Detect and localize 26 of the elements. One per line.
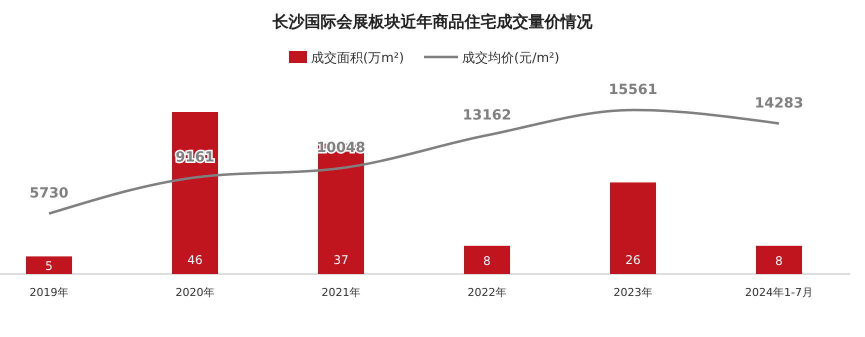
data-label: 14283 [754,95,804,112]
data-label: 15561 [608,82,658,98]
chart-title: 长沙国际会展板块近年商品住宅成交量价情况 [272,12,594,31]
data-label: 8 [775,254,783,268]
data-label: 26 [625,253,641,267]
data-label: 37 [333,253,349,267]
bar [26,256,72,274]
data-label: 46 [187,253,203,267]
data-label: 13162 [462,107,512,124]
x-tick-label: 2019年 [30,286,68,299]
bar [318,144,364,274]
data-label: 5 [45,259,53,274]
x-tick-label: 2020年 [176,286,214,299]
data-label: 5730 [30,186,69,202]
bar [756,246,802,274]
bar [172,112,218,274]
x-tick-label: 2023年 [614,286,652,299]
bar [610,182,656,274]
data-label: 8 [483,254,491,268]
x-tick-label: 2024年1-7月 [745,286,813,299]
legend-label: 成交面积(万m²) [311,50,404,66]
x-tick-label: 2022年 [468,286,506,299]
legend-label: 成交均价(元/m²) [462,50,560,66]
x-tick-label: 2021年 [322,286,360,299]
data-label: 9161 [176,149,214,166]
bar [464,246,510,274]
